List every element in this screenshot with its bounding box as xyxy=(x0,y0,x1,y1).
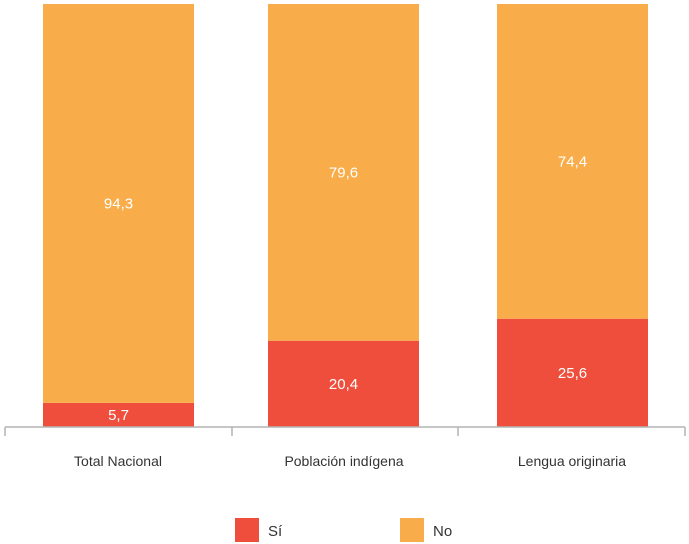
data-label: 20,4 xyxy=(329,376,358,393)
category-labels: Total Nacional Población indígena Lengua o… xyxy=(74,453,626,469)
legend-label: No xyxy=(433,523,452,540)
bar-segment-no-0 xyxy=(43,4,194,403)
bar-segment-no-2 xyxy=(497,4,648,319)
legend-swatch-no xyxy=(400,518,424,542)
data-label: 79,6 xyxy=(329,164,358,181)
bar-segment-si-0 xyxy=(43,402,194,427)
category-label: Total Nacional xyxy=(74,453,162,469)
bars-group: 5,7 94,3 20,4 79,6 25,6 74,4 xyxy=(43,4,648,427)
legend-label: Sí xyxy=(268,523,283,540)
legend: Sí No xyxy=(235,518,452,542)
bar-segment-no-1 xyxy=(268,4,419,341)
data-label: 74,4 xyxy=(558,153,587,170)
category-label: Población indígena xyxy=(284,453,403,469)
data-label: 25,6 xyxy=(558,365,587,382)
category-label: Lengua originaria xyxy=(518,453,626,469)
x-axis xyxy=(4,426,686,436)
data-label: 5,7 xyxy=(108,407,129,424)
legend-swatch-si xyxy=(235,518,259,542)
bar-segment-si-2 xyxy=(497,318,648,427)
bar-segment-si-1 xyxy=(268,340,419,427)
data-label: 94,3 xyxy=(104,195,133,212)
